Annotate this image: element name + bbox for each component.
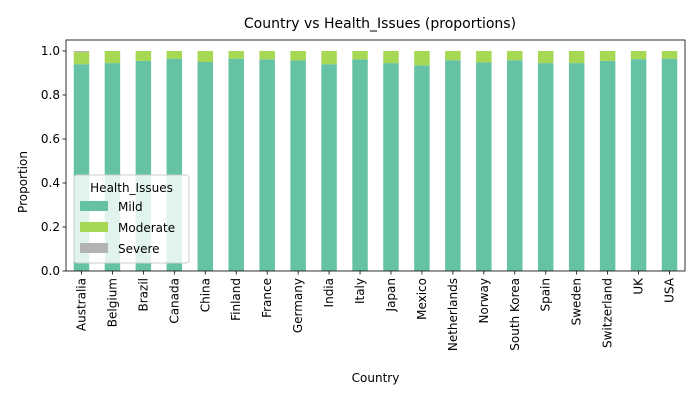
bar-mild-finland bbox=[228, 58, 244, 272]
x-tick-label: France bbox=[260, 278, 274, 318]
axes-layer: 0.0 0.2 0.4 0.6 0.8 1.0 Australia Belgium Brazil… bbox=[41, 39, 686, 351]
bar-mild-india bbox=[321, 64, 337, 271]
x-tick-label: Sweden bbox=[570, 278, 584, 325]
x-tick-label: Canada bbox=[167, 278, 181, 324]
bar-mild-south-korea bbox=[507, 60, 523, 271]
bar-moderate-netherlands bbox=[445, 51, 461, 61]
x-tick-label: Japan bbox=[384, 278, 398, 312]
bar-moderate-switzerland bbox=[599, 51, 616, 61]
bar-moderate-finland bbox=[228, 51, 244, 59]
x-tick-label: Germany bbox=[291, 278, 305, 333]
bar-moderate-south-korea bbox=[507, 51, 523, 61]
x-tick-label: Brazil bbox=[136, 278, 150, 312]
plot-frame bbox=[65, 39, 686, 272]
x-tick-label: Netherlands bbox=[446, 278, 460, 351]
x-tick-label: Finland bbox=[229, 278, 243, 321]
x-tick-label: India bbox=[322, 278, 336, 307]
legend-label-mild: Mild bbox=[118, 200, 143, 214]
x-tick-label: Australia bbox=[74, 278, 88, 331]
y-tick-label: 0.4 bbox=[41, 176, 60, 190]
bar-moderate-spain bbox=[537, 51, 554, 64]
bar-mild-japan bbox=[383, 63, 399, 271]
x-tick-label: South Korea bbox=[508, 278, 522, 351]
bar-moderate-sweden bbox=[568, 51, 585, 64]
x-tick-label: China bbox=[198, 278, 212, 312]
bar-mild-mexico bbox=[414, 65, 430, 271]
legend-swatch-mild bbox=[80, 201, 108, 211]
bar-mild-spain bbox=[537, 63, 554, 271]
x-tick-label: USA bbox=[663, 277, 677, 303]
bar-moderate-uk bbox=[630, 51, 647, 60]
legend-box bbox=[73, 174, 190, 264]
bar-mild-germany bbox=[290, 60, 306, 272]
x-axis-label: Country bbox=[352, 371, 400, 385]
y-tick-label: 0.8 bbox=[41, 88, 60, 102]
bar-moderate-belgium bbox=[104, 51, 121, 64]
x-tick-label: Mexico bbox=[415, 278, 429, 320]
bar-mild-uk bbox=[630, 59, 647, 271]
x-tick-label: Italy bbox=[353, 278, 367, 304]
legend-label-severe: Severe bbox=[118, 242, 160, 256]
bar-mild-netherlands bbox=[445, 60, 461, 271]
bar-mild-norway bbox=[476, 62, 492, 271]
bar-moderate-france bbox=[259, 51, 275, 60]
bar-mild-switzerland bbox=[599, 60, 616, 272]
y-tick-label: 0.0 bbox=[41, 264, 60, 278]
bar-mild-sweden bbox=[568, 63, 585, 271]
x-tick-label: Belgium bbox=[105, 278, 119, 327]
x-tick-label: UK bbox=[632, 277, 646, 295]
x-tick-label: Spain bbox=[539, 278, 553, 312]
legend-swatch-severe bbox=[80, 243, 108, 253]
bar-moderate-mexico bbox=[414, 51, 430, 66]
y-tick-label: 0.2 bbox=[41, 220, 60, 234]
bar-moderate-japan bbox=[383, 51, 399, 64]
bar-mild-france bbox=[259, 59, 275, 271]
bar-moderate-canada bbox=[166, 51, 183, 59]
bar-moderate-china bbox=[197, 51, 214, 62]
bar-moderate-usa bbox=[661, 51, 678, 59]
bar-moderate-italy bbox=[352, 51, 368, 60]
x-tick-label: Switzerland bbox=[601, 278, 615, 348]
bar-moderate-india bbox=[321, 51, 337, 65]
legend-title: Health_Issues bbox=[90, 181, 173, 195]
legend: Health_Issues Mild Moderate Severe bbox=[73, 174, 190, 264]
bar-mild-usa bbox=[661, 58, 678, 272]
bar-moderate-australia bbox=[73, 52, 90, 65]
bar-moderate-norway bbox=[476, 51, 492, 63]
legend-label-moderate: Moderate bbox=[118, 221, 175, 235]
bar-mild-italy bbox=[352, 59, 368, 271]
bar-severe-australia bbox=[73, 51, 90, 53]
x-tick-label: Norway bbox=[477, 278, 491, 324]
bar-mild-china bbox=[197, 62, 214, 271]
chart-title: Country vs Health_Issues (proportions) bbox=[244, 16, 516, 32]
legend-swatch-moderate bbox=[80, 222, 108, 232]
bar-moderate-brazil bbox=[135, 51, 152, 61]
y-tick-label: 0.6 bbox=[41, 132, 60, 146]
y-axis-label: Proportion bbox=[16, 151, 30, 213]
bar-moderate-germany bbox=[290, 51, 306, 61]
y-tick-label: 1.0 bbox=[41, 44, 60, 58]
